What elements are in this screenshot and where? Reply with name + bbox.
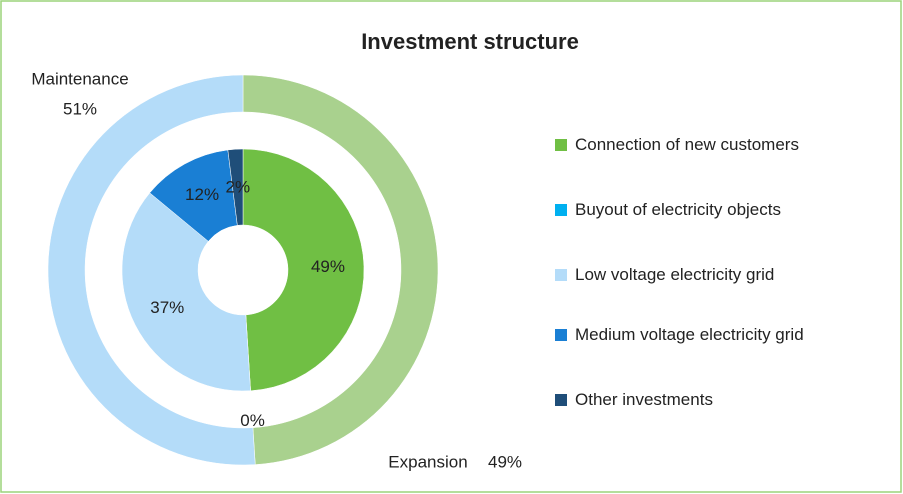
legend-swatch — [555, 269, 567, 281]
data-label: 12% — [185, 185, 219, 204]
donut-segment — [242, 74, 439, 465]
donut-segment — [227, 148, 244, 226]
donut-segment — [242, 148, 365, 392]
legend-swatch — [555, 329, 567, 341]
legend: Connection of new customers Buyout of ele… — [555, 0, 900, 494]
outer-label: Expansion — [388, 452, 467, 471]
donut-segment — [121, 192, 251, 392]
legend-label: Buyout of electricity objects — [575, 200, 781, 219]
legend-item: Low voltage electricity grid — [555, 260, 865, 290]
data-label: 2% — [226, 178, 251, 197]
donut-segment — [47, 74, 256, 466]
data-label: 49% — [311, 257, 345, 276]
outer-label: Maintenance — [31, 69, 128, 88]
legend-label: Connection of new customers — [575, 135, 799, 154]
legend-label: Medium voltage electricity grid — [575, 325, 804, 344]
legend-item: Buyout of electricity objects — [555, 195, 900, 225]
legend-label: Low voltage electricity grid — [575, 265, 775, 284]
legend-label: Other investments — [575, 390, 713, 409]
legend-swatch — [555, 204, 567, 216]
legend-item: Medium voltage electricity grid — [555, 320, 865, 350]
outer-value-label: 49% — [488, 452, 522, 471]
chart-title: Investment structure — [361, 29, 579, 54]
outer-value-label: 51% — [63, 99, 97, 118]
legend-swatch — [555, 139, 567, 151]
legend-swatch — [555, 394, 567, 406]
legend-item: Connection of new customers — [555, 130, 865, 160]
data-label: 37% — [150, 298, 184, 317]
legend-item: Other investments — [555, 385, 865, 415]
data-label: 0% — [240, 411, 265, 430]
